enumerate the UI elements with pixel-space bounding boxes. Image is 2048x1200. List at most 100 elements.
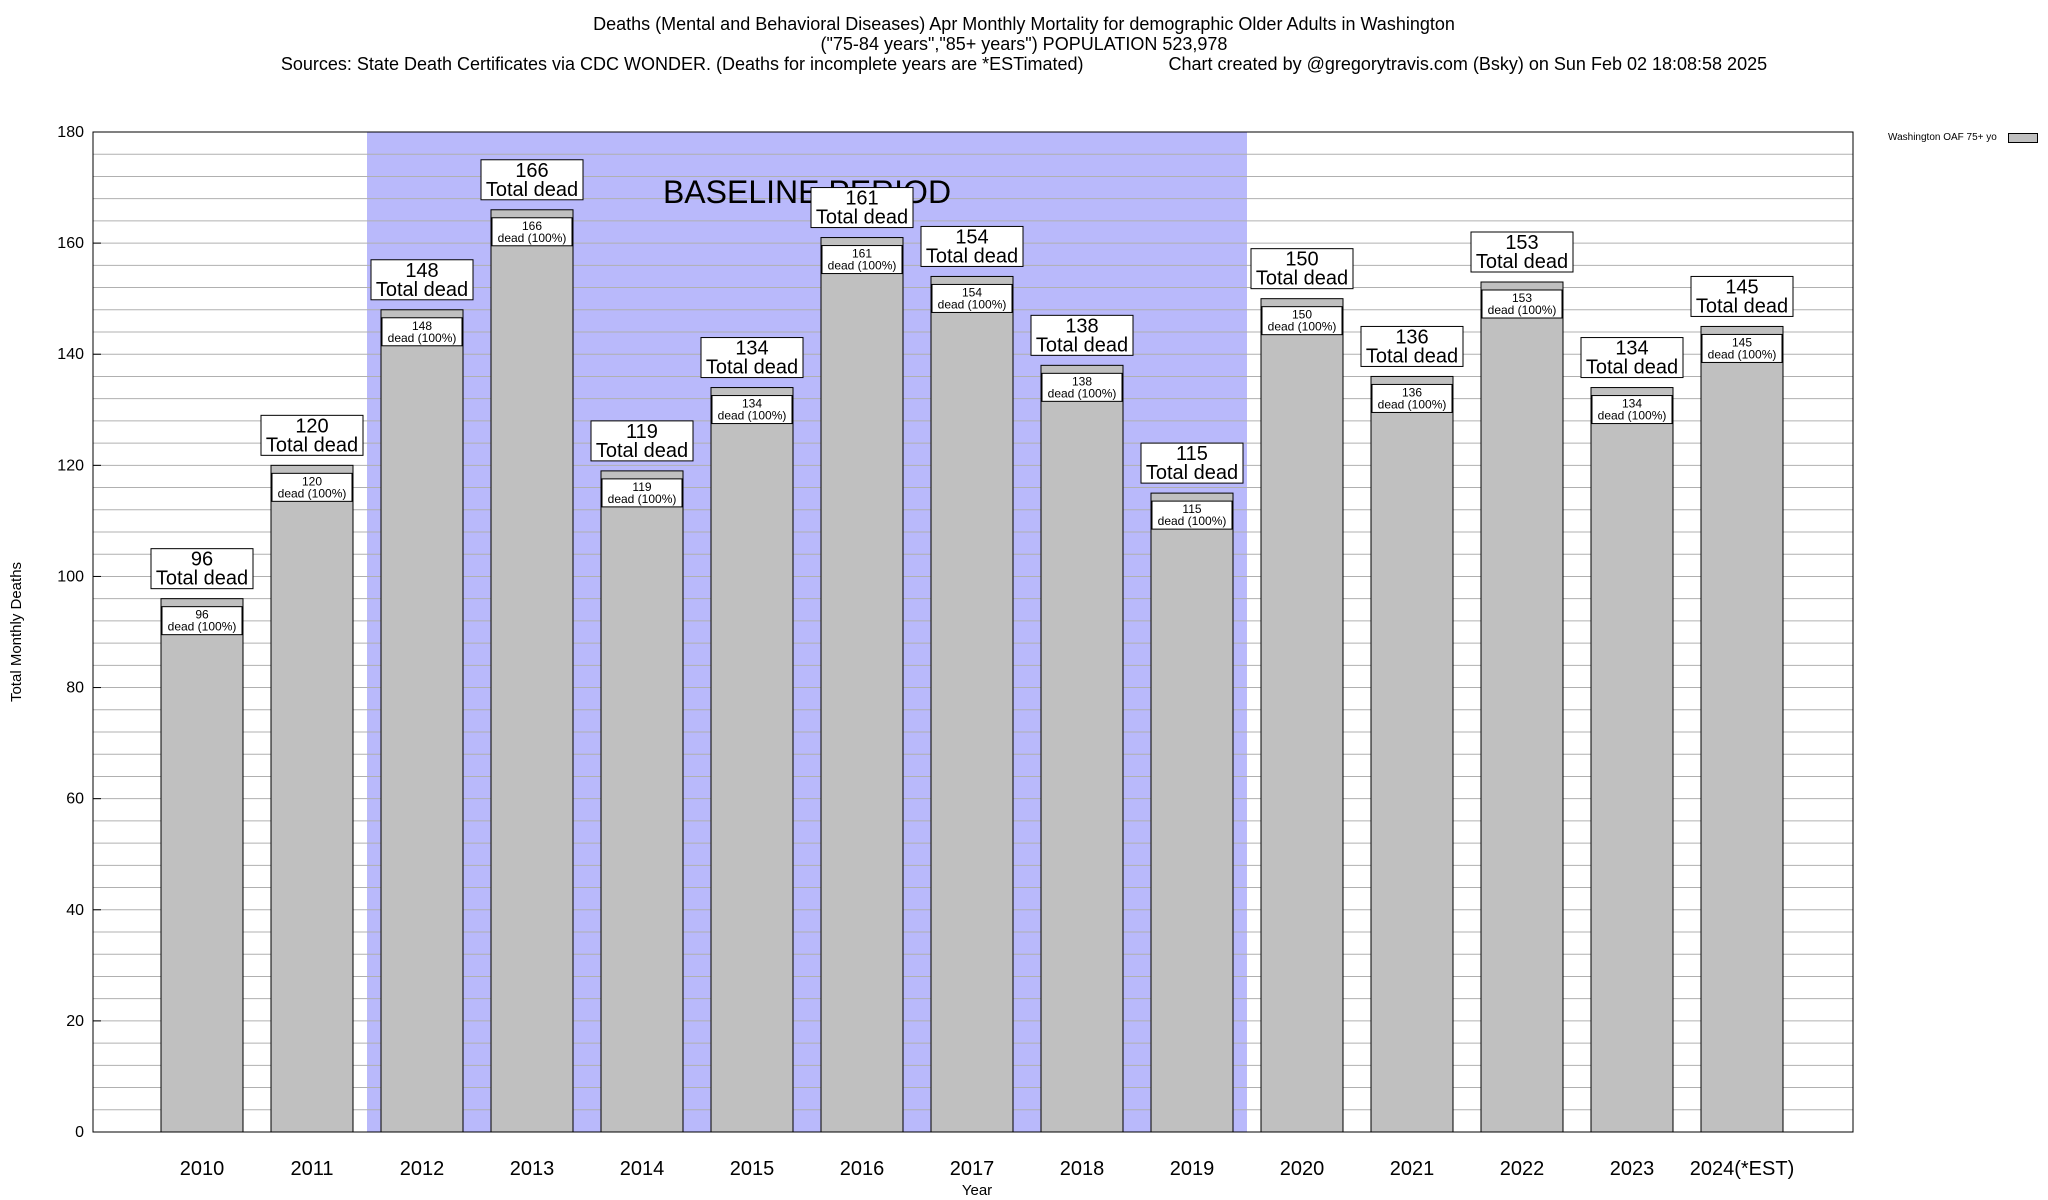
chart-source-credit: Sources: State Death Certificates via CD…	[280, 54, 1768, 74]
bar-top-label-box	[480, 159, 584, 201]
bar	[1700, 325, 1784, 1133]
bar-inner-label-box	[1261, 306, 1343, 336]
bar-top-label-box	[920, 225, 1024, 267]
bar-inner-label-box	[711, 395, 793, 425]
bar-top-label: Total dead	[266, 434, 358, 456]
bar-inner-label: dead (100%)	[168, 620, 237, 634]
bar	[380, 309, 464, 1133]
chart-subtitle: ("75-84 years","85+ years") POPULATION 5…	[820, 34, 1228, 54]
bar-inner-value: 145	[1732, 335, 1752, 349]
x-tick-label: 2015	[730, 1158, 775, 1180]
bar-top-label-box	[810, 187, 914, 229]
bar	[1480, 281, 1564, 1133]
y-tick-label: 60	[66, 791, 84, 808]
bar-inner-value: 134	[1622, 397, 1642, 411]
bar-top-label: Total dead	[376, 279, 468, 301]
bar-top-label-box	[260, 414, 364, 456]
bar-inner-label: dead (100%)	[1598, 409, 1667, 423]
bar	[1370, 375, 1454, 1133]
chart-title: Deaths (Mental and Behavioral Diseases) …	[593, 14, 1455, 34]
bar-inner-label-box	[1371, 383, 1453, 413]
bar	[160, 598, 244, 1133]
bar	[820, 237, 904, 1133]
bar-inner-label: dead (100%)	[278, 486, 347, 500]
bar-inner-label: dead (100%)	[388, 331, 457, 345]
bar-inner-label: dead (100%)	[498, 231, 567, 245]
bar	[1150, 492, 1234, 1133]
bar-inner-label: dead (100%)	[1708, 347, 1777, 361]
x-tick-label: 2019	[1170, 1158, 1215, 1180]
x-tick-label: 2017	[950, 1158, 995, 1180]
bar-top-label: Total dead	[1586, 357, 1678, 379]
bar-top-label: Total dead	[1256, 268, 1348, 290]
bar-inner-value: 136	[1402, 385, 1422, 399]
bar-top-value: 115	[1176, 443, 1208, 465]
y-tick-label: 160	[57, 235, 84, 252]
bar-inner-label-box	[1481, 289, 1563, 319]
y-tick-label: 0	[75, 1124, 84, 1141]
bar-inner-label-box	[1591, 395, 1673, 425]
bar-inner-value: 161	[852, 247, 872, 261]
bar-inner-label: dead (100%)	[938, 297, 1007, 311]
bar	[1040, 364, 1124, 1133]
bar-top-label: Total dead	[1476, 251, 1568, 273]
bar-inner-value: 150	[1292, 308, 1312, 322]
y-tick-label: 140	[57, 346, 84, 363]
bar-inner-label: dead (100%)	[1158, 514, 1227, 528]
x-tick-label: 2010	[180, 1158, 225, 1180]
bar-inner-label: dead (100%)	[1378, 397, 1447, 411]
bar-top-label-box	[150, 548, 254, 590]
bar-inner-label-box	[381, 317, 463, 347]
bar-top-label: Total dead	[1366, 345, 1458, 367]
bar-inner-label-box	[821, 245, 903, 275]
bar-inner-label-box	[491, 217, 573, 247]
bar-top-label: Total dead	[926, 245, 1018, 267]
bar-inner-value: 115	[1182, 502, 1201, 516]
bar-inner-label-box	[931, 283, 1013, 313]
bar-top-label-box	[1580, 337, 1684, 379]
bar	[1590, 387, 1674, 1133]
bar-inner-value: 134	[742, 397, 762, 411]
x-tick-label: 2013	[510, 1158, 555, 1180]
bar-top-value: 145	[1725, 276, 1758, 298]
bar-top-label: Total dead	[816, 207, 908, 229]
bar-top-label-box	[1250, 248, 1354, 290]
bar-top-value: 166	[515, 160, 548, 182]
bar-top-value: 150	[1285, 249, 1318, 271]
x-tick-label: 2021	[1390, 1158, 1435, 1180]
bar-inner-label: dead (100%)	[1048, 386, 1117, 400]
bar	[710, 387, 794, 1133]
bar-top-value: 138	[1065, 315, 1098, 337]
x-tick-label: 2011	[290, 1158, 333, 1180]
bar-top-value: 148	[405, 260, 438, 282]
legend-label: Washington OAF 75+ yo	[1888, 132, 1997, 143]
bar-top-label: Total dead	[156, 568, 248, 590]
x-tick-label: 2018	[1060, 1158, 1105, 1180]
bar-top-label-box	[1470, 231, 1574, 273]
bar-inner-value: 96	[195, 608, 209, 622]
y-tick-label: 80	[66, 680, 84, 697]
bar-inner-label-box	[601, 478, 683, 508]
bar-top-label: Total dead	[1036, 334, 1128, 356]
bar-top-label-box	[1030, 314, 1134, 356]
bar-inner-value: 120	[302, 474, 322, 488]
bar-inner-label: dead (100%)	[1268, 320, 1337, 334]
x-tick-label: 2024(*EST)	[1690, 1158, 1795, 1180]
y-axis-label: Total Monthly Deaths	[8, 562, 25, 702]
x-tick-label: 2023	[1610, 1158, 1655, 1180]
bar-inner-label-box	[1151, 500, 1233, 530]
bar	[270, 464, 354, 1133]
bar-inner-label-box	[1041, 372, 1123, 402]
bar-inner-value: 153	[1512, 291, 1532, 305]
bar-inner-value: 138	[1072, 374, 1092, 388]
bar-inner-value: 166	[522, 219, 542, 233]
bar-inner-label-box	[1701, 333, 1783, 363]
bar-top-value: 153	[1505, 232, 1538, 254]
bar-top-label-box	[1360, 325, 1464, 367]
bar-top-label-box	[370, 259, 474, 301]
bar-inner-label: dead (100%)	[1488, 303, 1557, 317]
bar-top-label: Total dead	[1146, 462, 1238, 484]
y-tick-label: 120	[57, 457, 84, 474]
bar-top-value: 134	[735, 338, 768, 360]
